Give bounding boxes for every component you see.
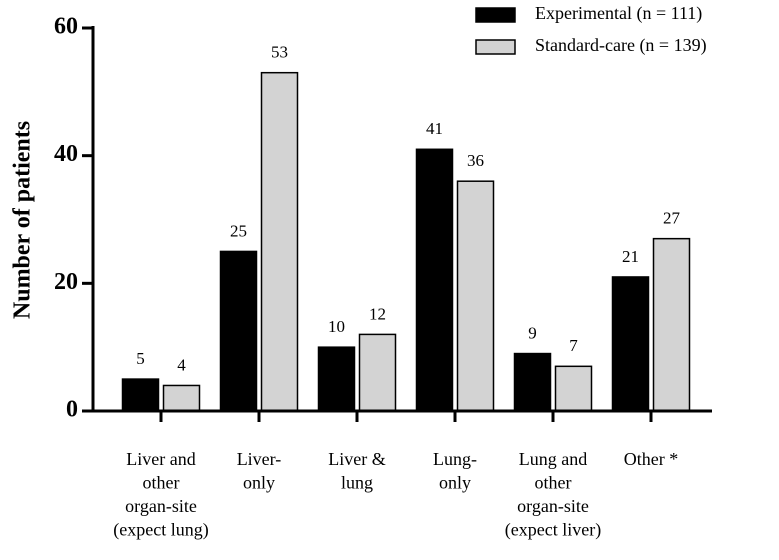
x-tick-label: lung (341, 473, 373, 493)
value-label: 12 (369, 304, 386, 323)
x-tick-label: (expect lung) (113, 520, 208, 541)
y-axis-label: Number of patients (10, 121, 36, 319)
x-tick-label: Lung- (433, 449, 477, 469)
x-tick-label: Other * (624, 449, 678, 469)
bar (415, 148, 454, 412)
x-tick-label: Liver and (126, 449, 195, 469)
bar (611, 276, 650, 412)
legend-label: Standard-care (n = 139) (535, 35, 707, 56)
x-tick-label: only (439, 473, 471, 493)
legend-label: Experimental (n = 111) (535, 3, 702, 24)
bar (219, 250, 258, 412)
y-tick-label: 60 (54, 14, 78, 40)
y-tick-label: 40 (54, 141, 78, 167)
x-tick-label: organ-site (517, 496, 589, 516)
x-tick-label: other (143, 473, 180, 493)
value-label: 5 (136, 349, 145, 368)
value-label: 4 (177, 355, 186, 374)
x-tick-label: organ-site (125, 496, 197, 516)
legend-swatch (475, 39, 516, 55)
legend-swatch (475, 7, 516, 23)
bar (456, 180, 495, 412)
value-label: 53 (271, 43, 288, 62)
value-label: 9 (528, 323, 537, 342)
x-tick-label: other (535, 473, 572, 493)
bar (554, 365, 593, 412)
value-label: 36 (467, 151, 484, 170)
y-tick-label: 20 (54, 269, 78, 295)
x-tick-label: Liver & (328, 449, 385, 469)
bar (317, 346, 356, 412)
x-tick-label: only (243, 473, 275, 493)
value-label: 25 (230, 221, 247, 240)
x-tick-label: Liver- (237, 449, 282, 469)
bar (652, 237, 691, 412)
bar (358, 333, 397, 412)
value-label: 7 (569, 336, 578, 355)
bar (260, 71, 299, 412)
value-label: 10 (328, 317, 345, 336)
x-tick-label: (expect liver) (505, 520, 601, 541)
y-tick-label: 0 (66, 397, 78, 423)
bar (121, 378, 160, 412)
bar (162, 384, 201, 412)
x-tick-label: Lung and (519, 449, 587, 469)
value-label: 27 (663, 209, 681, 228)
bar (513, 352, 552, 412)
value-label: 21 (622, 247, 639, 266)
value-label: 41 (426, 119, 443, 138)
